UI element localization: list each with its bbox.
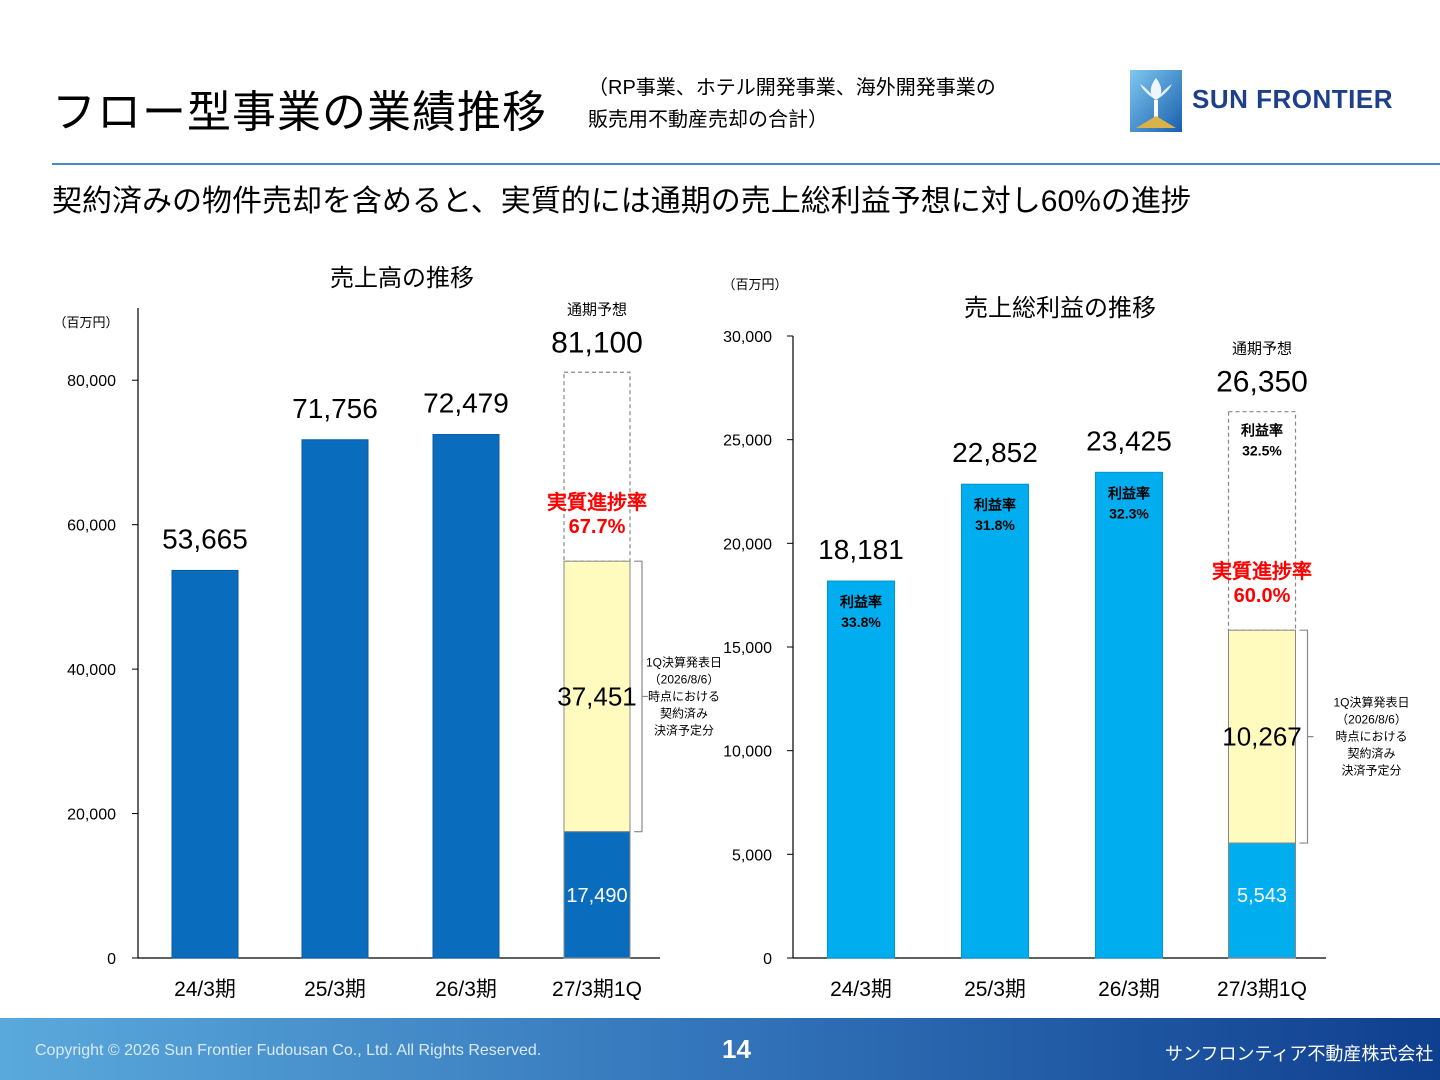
page-number: 14 (722, 1034, 751, 1064)
chart2-contracted-bar (1228, 629, 1296, 844)
chart2-margin-label: 32.3% (1109, 505, 1149, 521)
copyright-text: Copyright © 2026 Sun Frontier Fudousan C… (35, 1042, 542, 1059)
chart1-x-tick-label: 26/3期 (435, 978, 497, 1001)
subtitle-line-2: 販売用不動産売却の合計） (588, 109, 828, 131)
chart1-y-tick-label: 60,000 (67, 518, 116, 535)
chart2-forecast-margin-label: 32.5% (1242, 443, 1282, 459)
page-subtitle: （RP事業、ホテル開発事業、海外開発事業の 販売用不動産売却の合計） (588, 72, 996, 136)
chart2-unit-label: （百万円） (722, 277, 787, 292)
chart1-contracted-data-label: 37,451 (557, 681, 637, 711)
chart2-y-tick-label: 25,000 (723, 433, 772, 450)
chart1-data-label: 71,756 (292, 393, 378, 424)
charts-canvas: 売上高の推移 （百万円） 0 20,000 40,000 60,000 80,000 24/3… (53, 265, 1409, 1001)
chart2-x-tick-label: 27/3期1Q (1217, 978, 1307, 1001)
chart1-bar (171, 569, 239, 959)
chart1-unit-label: （百万円） (53, 315, 118, 330)
chart2-x-tick-label: 26/3期 (1098, 978, 1160, 1001)
chart2-bracket-note-line: 時点における (1335, 730, 1407, 744)
logo-text: SUN FRONTIER (1192, 84, 1393, 114)
chart1-bracket (634, 560, 648, 833)
chart2-bar (827, 580, 895, 959)
chart2-forecast-caption: 通期予想 (1232, 341, 1292, 358)
chart2-contracted-data-label: 10,267 (1222, 722, 1302, 752)
chart2-actual-data-label: 5,543 (1237, 885, 1287, 907)
headline: 契約済みの物件売却を含めると、実質的には通期の売上総利益予想に対し60%の進捗 (52, 185, 1191, 218)
chart2-bracket-note-line: 契約済み (1347, 746, 1395, 761)
chart2-data-label: 23,425 (1086, 425, 1172, 456)
subtitle-line-1: （RP事業、ホテル開発事業、海外開発事業の (588, 77, 996, 99)
chart2-progress-caption: 実質進捗率 (1212, 559, 1312, 583)
chart2-bar (961, 483, 1029, 959)
chart2-actual-bar (1228, 842, 1296, 959)
chart1-forecast-caption: 通期予想 (567, 301, 627, 318)
chart1-y-tick-label: 40,000 (67, 662, 116, 679)
chart2-y-tick-label: 10,000 (723, 744, 772, 761)
chart1-x-tick-label: 27/3期1Q (552, 978, 642, 1001)
chart2-y-tick-label: 15,000 (723, 640, 772, 657)
chart2-y-tick-label: 20,000 (723, 536, 772, 553)
page-title: フロー型事業の業績推移 (52, 88, 547, 137)
chart1-y-tick-label: 80,000 (67, 373, 116, 390)
chart1-data-label: 53,665 (162, 523, 248, 554)
company-logo: SUN FRONTIER (1130, 70, 1393, 132)
chart1-actual-bar (563, 831, 631, 959)
chart2-margin-caption: 利益率 (840, 594, 882, 610)
chart2-y-tick-label: 30,000 (723, 329, 772, 346)
chart2-title: 売上総利益の推移 (964, 295, 1156, 322)
chart2-margin-label: 33.8% (841, 614, 881, 630)
chart2-bracket-note-line: 1Q決算発表日 (1333, 695, 1409, 710)
chart2-bar (1095, 471, 1163, 959)
chart2-bracket-note-line: 決済予定分 (1341, 763, 1401, 778)
chart1-forecast-remaining-bar (563, 371, 631, 562)
chart1-title: 売上高の推移 (330, 265, 474, 292)
chart1-bracket-note-line: 契約済み (660, 705, 708, 720)
chart2-bracket-note-line: （2026/8/6） (1336, 713, 1407, 727)
chart1-data-label: 72,479 (423, 388, 509, 419)
footer-company-name: サンフロンティア不動産株式会社 (1165, 1044, 1434, 1064)
chart1-x-tick-label: 24/3期 (174, 978, 236, 1001)
chart2-x-tick-label: 25/3期 (964, 978, 1026, 1001)
chart2-y-tick-label: 5,000 (732, 847, 772, 864)
logo-emblem-icon (1130, 70, 1182, 132)
chart1-bracket-note-line: 決済予定分 (654, 722, 714, 737)
chart1-bracket-note-line: （2026/8/6） (649, 672, 720, 686)
chart2-forecast-data-label: 26,350 (1216, 366, 1308, 399)
chart2-data-label: 18,181 (818, 534, 904, 565)
chart1-bar (301, 439, 369, 959)
chart2-margin-caption: 利益率 (1108, 485, 1150, 501)
chart2-margin-label: 31.8% (975, 517, 1015, 533)
chart1-y-tick-label: 0 (107, 951, 116, 968)
chart2-y-tick-label: 0 (763, 951, 772, 968)
chart1-progress-value: 67.7% (569, 516, 626, 538)
chart1-bracket-note-line: 時点における (648, 689, 720, 703)
chart2-forecast-margin-caption: 利益率 (1241, 423, 1283, 439)
chart2-x-tick-label: 24/3期 (830, 978, 892, 1001)
footer-bar: Copyright © 2026 Sun Frontier Fudousan C… (0, 1018, 1440, 1080)
chart1-bar (432, 434, 500, 959)
chart1-x-tick-label: 25/3期 (304, 978, 366, 1001)
chart2-bracket (1299, 629, 1314, 844)
chart1-contracted-bar (563, 560, 631, 833)
chart2-progress-value: 60.0% (1234, 585, 1291, 607)
chart2-data-label: 22,852 (952, 437, 1038, 468)
chart1-y-tick-label: 20,000 (67, 807, 116, 824)
chart1-progress-caption: 実質進捗率 (547, 490, 647, 514)
chart2-margin-caption: 利益率 (974, 497, 1016, 513)
chart1-forecast-data-label: 81,100 (551, 326, 643, 359)
chart2-forecast-remaining-bar (1227, 411, 1297, 631)
chart1-actual-data-label: 17,490 (566, 885, 627, 907)
header-divider (52, 163, 1440, 165)
chart1-bracket-note-line: 1Q決算発表日 (646, 654, 722, 669)
